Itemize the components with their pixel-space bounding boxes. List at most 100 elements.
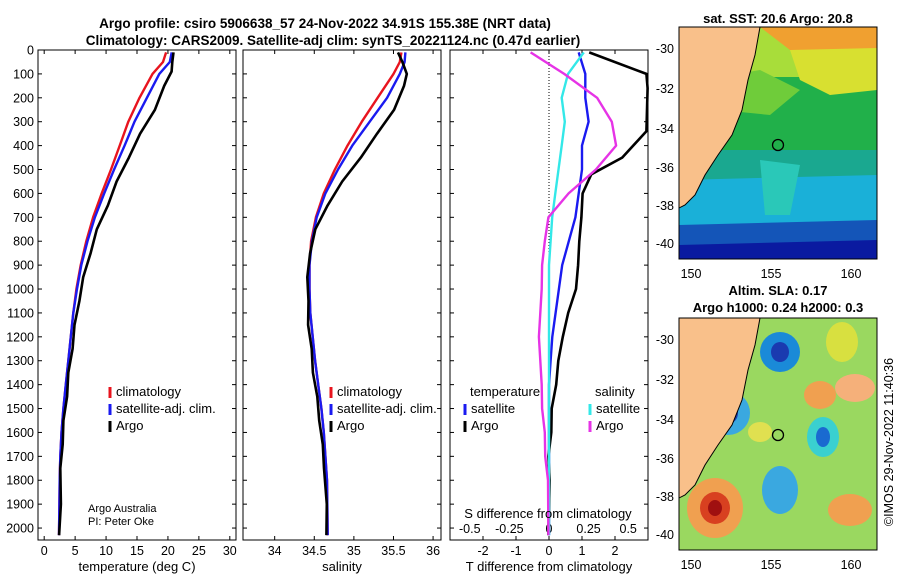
sla-lat-tick: -30	[656, 333, 674, 347]
sst-yellow-patch	[790, 48, 877, 95]
series-line-temperature-argo	[547, 51, 649, 536]
sst-lat-tick: -40	[656, 237, 674, 251]
series-line-salinity-satellite	[547, 51, 585, 536]
legend-salinity-heading: salinity	[595, 384, 635, 399]
depth-tick-label: 900	[13, 259, 34, 273]
depth-tick-label: 700	[13, 211, 34, 225]
sla-eddy	[771, 342, 789, 362]
legend-sat-adj-label: satellite-adj. clim.	[116, 401, 216, 416]
x-tick-label: 0	[546, 544, 553, 558]
temperature-panel-frame	[37, 49, 237, 541]
depth-tick-label: 1300	[6, 354, 34, 368]
sst-lat-tick: -38	[656, 199, 674, 213]
legend-s-climatology-label: climatology	[337, 384, 403, 399]
sla-argo-location-marker	[771, 428, 785, 442]
x-tick-label: 35.5	[381, 544, 405, 558]
x-tick-label: 2	[612, 544, 619, 558]
sst-coldest-band	[679, 240, 877, 259]
sst-tongue	[760, 160, 800, 215]
x-tick-label: 36	[426, 544, 440, 558]
sla-lat-tick: -36	[656, 452, 674, 466]
sst-map-frame	[678, 26, 878, 260]
sla-lon-tick: 150	[681, 558, 702, 572]
series-line-temperature-satellite	[547, 52, 590, 536]
sst-lat-tick: -34	[656, 122, 674, 136]
salinity-panel-frame	[242, 49, 442, 541]
sla-lon-tick: 160	[841, 558, 862, 572]
depth-tick-label: 1400	[6, 378, 34, 392]
legend-s-sat-adj-label: satellite-adj. clim.	[337, 401, 437, 416]
depth-tick-label: 500	[13, 163, 34, 177]
sla-map	[679, 318, 877, 550]
sla-lon-tick: 155	[761, 558, 782, 572]
depth-tick-label: 800	[13, 235, 34, 249]
series-line-argo	[306, 51, 409, 536]
sla-map-frame	[678, 317, 878, 551]
x-tick-label: -1	[510, 544, 521, 558]
x-tick-label: 34.5	[302, 544, 326, 558]
sla-map-title-line2: Argo h1000: 0.24 h2000: 0.3	[693, 300, 864, 315]
salinity-panel: 34 34.5 35 35.5 36	[268, 50, 440, 558]
salinity-legend: climatology satellite-adj. clim. Argo	[329, 384, 437, 433]
depth-tick-label: 200	[13, 91, 34, 105]
legend-s-argo-label: Argo	[596, 418, 623, 433]
x-tick-label: 5	[72, 544, 79, 558]
depth-tick-label: 600	[13, 187, 34, 201]
sla-lat-tick: -32	[656, 373, 674, 387]
sst-lat-tick: -30	[656, 42, 674, 56]
sla-eddy	[826, 322, 858, 362]
sst-lat-tick: -32	[656, 82, 674, 96]
x-tick-label: 34	[268, 544, 282, 558]
top-x-tick-label: 0.25	[576, 522, 600, 536]
sla-lat-tick: -38	[656, 490, 674, 504]
depth-tick-label: 400	[13, 139, 34, 153]
temperature-panel: 0 5 10 15 20 25 30	[41, 50, 237, 558]
watermark: ©IMOS 29-Nov-2022 11:40:36	[882, 358, 896, 526]
x-tick-label: 10	[99, 544, 113, 558]
sla-eddy	[762, 466, 798, 514]
x-tick-label: 0	[41, 544, 48, 558]
depth-tick-label: 1600	[6, 426, 34, 440]
depth-tick-label: 100	[13, 67, 34, 81]
sst-lat-tick: -36	[656, 161, 674, 175]
sla-eddy	[835, 374, 875, 402]
series-line-salinity-argo	[529, 51, 618, 536]
credit-line1: Argo Australia	[88, 503, 157, 515]
sst-lon-tick: 150	[681, 267, 702, 281]
x-tick-label: 30	[223, 544, 237, 558]
x-tick-label: 35	[347, 544, 361, 558]
series-line-satellite-adj-clim-	[57, 52, 173, 536]
figure-title-line1: Argo profile: csiro 5906638_57 24-Nov-20…	[99, 16, 551, 31]
depth-tick-label: 300	[13, 115, 34, 129]
top-x-tick-label: 0.5	[620, 522, 637, 536]
depth-tick-label: 1900	[6, 498, 34, 512]
difference-top-xlabel: S difference from climatology	[464, 506, 632, 521]
depth-tick-label: 1100	[7, 306, 34, 320]
depth-axis: 0 100 200 300 400 500 600 700 800 900 1000 1100 1200…	[6, 44, 648, 536]
depth-tick-label: 1000	[6, 283, 34, 297]
legend-temperature-heading: temperature	[470, 384, 540, 399]
depth-tick-label: 2000	[6, 522, 34, 536]
sst-argo-location-marker	[771, 138, 785, 152]
legend-s-argo-label: Argo	[337, 418, 364, 433]
difference-legend: temperature salinity satellite Argo sate…	[463, 384, 640, 433]
sla-eddy	[708, 500, 722, 516]
salinity-xlabel: salinity	[322, 559, 362, 574]
sst-axis-labels: -30 -32 -34 -36 -38 -40 150 155 160	[656, 42, 862, 281]
sst-lon-tick: 155	[761, 267, 782, 281]
sla-eddy	[748, 422, 772, 442]
sla-lat-tick: -40	[656, 528, 674, 542]
legend-t-satellite-label: satellite	[471, 401, 515, 416]
sla-axis-labels: -30 -32 -34 -36 -38 -40 150 155 160	[656, 333, 862, 572]
sla-map-title-line1: Altim. SLA: 0.17	[729, 283, 828, 298]
legend-t-argo-label: Argo	[471, 418, 498, 433]
x-tick-label: -2	[477, 544, 488, 558]
depth-tick-label: 1500	[6, 402, 34, 416]
top-x-tick-label: -0.25	[495, 522, 524, 536]
x-tick-label: 20	[161, 544, 175, 558]
sla-land	[679, 318, 761, 499]
depth-tick-label: 0	[27, 44, 34, 58]
legend-climatology-label: climatology	[116, 384, 182, 399]
legend-s-satellite-label: satellite	[596, 401, 640, 416]
